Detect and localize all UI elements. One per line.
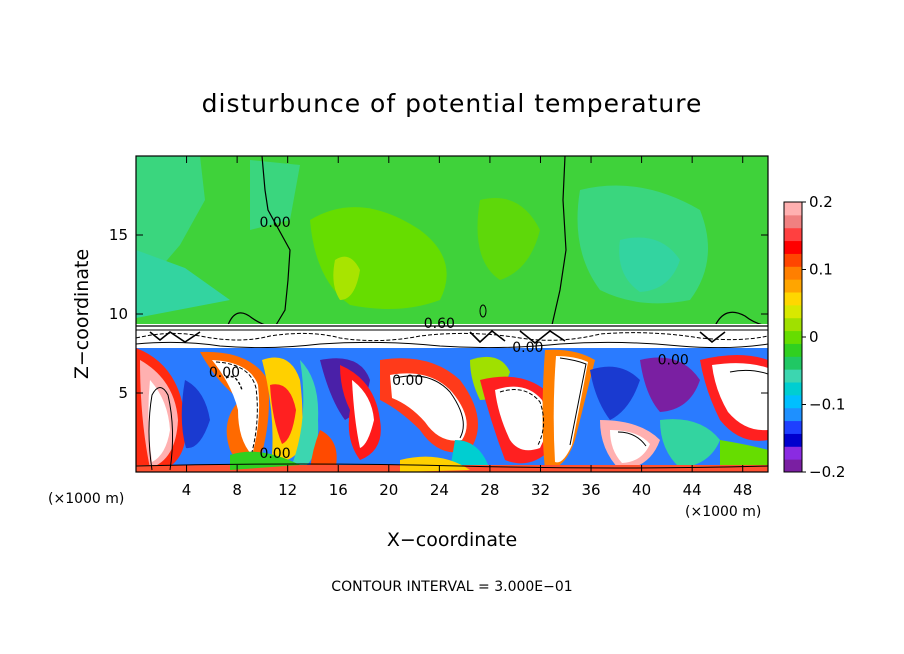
colorbar-swatch <box>784 266 802 280</box>
contour-label: 0.60 <box>424 316 455 332</box>
x-unit-label: (×1000 m) <box>48 491 124 507</box>
contour-label: 0.00 <box>259 215 290 231</box>
colorbar-swatch <box>784 279 802 293</box>
contour-line <box>225 375 243 391</box>
contour-line <box>149 329 726 345</box>
colorbar-swatch <box>784 369 802 383</box>
colorbar: 0.2 0.1 0 −0.1 −0.2 <box>783 193 845 481</box>
x-tick-label: 40 <box>632 481 651 499</box>
contour-line <box>148 387 174 471</box>
colorbar-tick-label: −0.2 <box>809 463 845 481</box>
colorbar-swatch <box>784 304 802 319</box>
x-tick-label: 12 <box>278 481 297 499</box>
contour-line <box>136 463 768 469</box>
y-tick-label: 15 <box>109 226 128 244</box>
chart-title: disturbunce of potential temperature <box>202 89 703 118</box>
x-tick-label: 28 <box>480 481 499 499</box>
upper-layer-patch <box>333 256 360 300</box>
plot-area <box>136 156 768 472</box>
y-axis: 5 10 15 <box>109 226 768 402</box>
y-unit-label: (×1000 m) <box>685 504 761 520</box>
y-axis-label: Z−coordinate <box>71 249 93 379</box>
y-tick-label: 5 <box>118 384 128 402</box>
colorbar-swatch <box>784 394 802 409</box>
colorbar-swatch <box>784 227 802 242</box>
contour-line <box>617 431 647 447</box>
x-tick-label: 44 <box>683 481 702 499</box>
x-tick-label: 16 <box>329 481 348 499</box>
colorbar-swatch <box>784 433 802 447</box>
x-tick-label: 20 <box>379 481 398 499</box>
contour-line <box>499 389 544 446</box>
x-tick-label: 8 <box>232 481 242 499</box>
colorbar-swatch <box>784 420 802 434</box>
contour-line <box>215 361 258 453</box>
colorbar-swatch <box>784 330 802 344</box>
x-axis: 4 8 12 16 20 24 28 32 36 40 44 48 <box>182 156 752 499</box>
contour-line <box>261 156 291 326</box>
upper-layer-patch <box>477 198 540 280</box>
x-tick-label: 36 <box>581 481 600 499</box>
contour-line <box>729 369 768 375</box>
contour-line <box>559 357 587 446</box>
x-axis-label: X−coordinate <box>387 529 517 551</box>
colorbar-swatch <box>784 356 802 370</box>
x-tick-label: 32 <box>531 481 550 499</box>
contour-label: 0.00 <box>209 365 240 381</box>
colorbar-swatch <box>784 459 802 473</box>
colorbar-tick-label: 0.2 <box>809 193 833 211</box>
contour-interval-note: CONTOUR INTERVAL = 3.000E−01 <box>331 579 572 595</box>
colorbar-tick-label: 0.1 <box>809 261 833 279</box>
colorbar-swatch <box>784 317 802 332</box>
colorbar-tick-label: −0.1 <box>809 396 845 414</box>
colorbar-swatch <box>784 446 802 460</box>
colorbar-swatch <box>784 343 802 357</box>
contour-line <box>479 304 487 318</box>
colorbar-tick-label: 0 <box>809 328 819 346</box>
contour-label: 0.00 <box>658 353 689 369</box>
contour-label: 0.00 <box>512 340 543 356</box>
x-tick-label: 24 <box>430 481 449 499</box>
contour-line <box>551 156 567 326</box>
colorbar-swatch <box>784 253 802 267</box>
contour-line <box>136 341 768 349</box>
contour-line <box>136 332 768 342</box>
contour-label: 0.00 <box>392 373 423 389</box>
y-tick-label: 10 <box>109 305 128 323</box>
colorbar-swatch <box>784 292 802 306</box>
contour-labels: 0.00 0.60 0.00 0.00 0.00 0.00 0.00 <box>209 215 689 462</box>
colorbar-swatch <box>784 240 802 254</box>
contour-label: 0.00 <box>259 446 290 462</box>
upper-layer-patch <box>250 160 300 230</box>
x-tick-label: 4 <box>182 481 192 499</box>
colorbar-swatch <box>784 382 802 396</box>
upper-layer-patch <box>136 250 230 318</box>
x-tick-label: 48 <box>733 481 752 499</box>
contour-line <box>394 375 464 439</box>
colorbar-swatch <box>784 407 802 422</box>
colorbar-swatch <box>784 214 802 229</box>
upper-layer-patch <box>619 237 680 292</box>
colorbar-swatch <box>784 202 802 216</box>
